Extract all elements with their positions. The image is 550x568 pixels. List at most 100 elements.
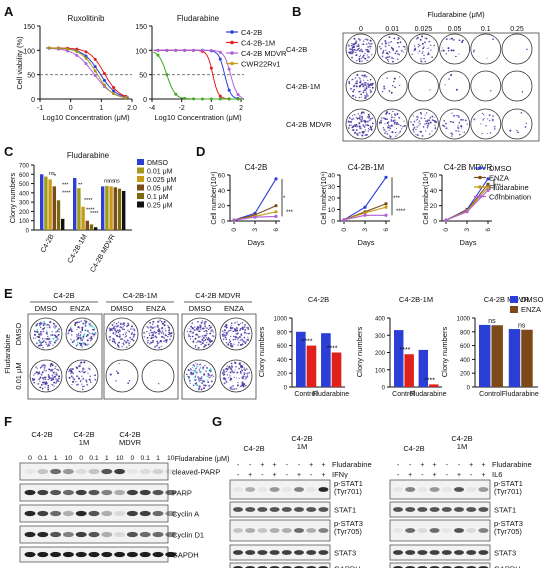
colony-dot [417, 46, 420, 48]
fit-curve [46, 47, 130, 98]
treatment-sign: + [321, 462, 325, 469]
protein-band [269, 528, 280, 533]
colony-dot [457, 115, 459, 117]
protein-band [37, 510, 49, 517]
protein-band [454, 550, 464, 555]
data-point [209, 48, 213, 52]
colony-dot [209, 327, 211, 330]
colony-dot [38, 336, 41, 339]
colony-dot [245, 385, 247, 387]
data-point [200, 48, 204, 52]
colony-dot [132, 339, 135, 342]
colony-dot [123, 324, 126, 327]
colony-dot [351, 44, 353, 47]
colony-dot [390, 91, 393, 94]
colony-dot [358, 59, 361, 62]
colony-dot [54, 327, 56, 329]
colony-dot [82, 322, 85, 325]
colony-dot [230, 362, 233, 365]
colony-dot [146, 325, 148, 327]
colony-dot [229, 335, 232, 338]
colony-dot [445, 127, 448, 130]
colony-dot [349, 87, 353, 90]
legend-marker [230, 30, 234, 34]
significance-label: **** [396, 209, 406, 215]
colony-dot [85, 335, 88, 338]
column-label: DMSO [35, 304, 58, 313]
colony-dot [245, 376, 248, 379]
colony-dot [236, 371, 239, 374]
colony-dot [459, 134, 461, 136]
protein-band [139, 489, 151, 496]
colony-dot [362, 91, 365, 94]
colony-dot [236, 327, 238, 330]
protein-band [429, 550, 440, 555]
colony-dot [164, 328, 166, 330]
colony-dot [76, 321, 79, 324]
colony-dot [493, 125, 496, 128]
colony-dot [227, 377, 230, 379]
colony-dot [364, 95, 366, 97]
colony-dot [40, 333, 43, 336]
colony-dot [207, 372, 209, 375]
colony-dot [192, 364, 195, 366]
data-point [486, 188, 490, 192]
colony-dot [74, 321, 77, 324]
y-tick-label: 50 [27, 73, 35, 80]
colony-dot [125, 340, 127, 343]
y-tick-label: 0 [331, 219, 335, 226]
colony-dot [393, 37, 396, 40]
colony-dot [86, 333, 89, 336]
treatment-sign: - [286, 462, 289, 469]
colony-dot [239, 327, 242, 330]
colony-dot [431, 119, 434, 121]
colony-dot [457, 130, 460, 132]
colony-dot [379, 47, 382, 50]
colony-dot [464, 119, 467, 122]
colony-dot [193, 329, 196, 332]
protein-band [417, 528, 428, 533]
colony-dot [399, 130, 402, 133]
colony-dot [455, 130, 457, 132]
colony-dot [244, 378, 247, 380]
data-point [218, 50, 222, 54]
colony-dot [39, 366, 42, 369]
colony-dot [434, 124, 436, 126]
side-label: Fludarabine [3, 334, 12, 374]
protein-band [75, 510, 87, 517]
colony-dot [418, 120, 421, 123]
colony-dot [165, 330, 167, 332]
colony-dot [229, 340, 232, 343]
y-tick-label: 600 [460, 344, 471, 350]
colony-dot [50, 379, 53, 382]
y-axis-label: Cell number(10⁴) [211, 171, 218, 224]
colony-dot [348, 124, 351, 127]
colony-dot [352, 94, 354, 97]
colony-dot [388, 112, 391, 115]
bar [331, 352, 342, 387]
colony-dot [48, 338, 50, 341]
colony-dot [196, 365, 198, 368]
colony-dot [81, 375, 83, 378]
treatment-sign: + [433, 462, 437, 469]
colony-dot [452, 121, 454, 124]
colony-dot [391, 46, 393, 49]
colony-dot [54, 334, 56, 337]
colony-dot [54, 373, 56, 375]
colony-dot [462, 118, 464, 121]
colony-dot [148, 332, 150, 334]
protein-band [126, 531, 138, 538]
colony-dot [82, 342, 85, 344]
colony-dot [210, 329, 213, 332]
colony-well-colonies [410, 112, 438, 137]
colony-dot [121, 346, 123, 348]
colony-dot [82, 368, 85, 370]
colony-dot [348, 52, 351, 54]
colony-dot [38, 339, 41, 342]
colony-dot [361, 131, 364, 134]
colony-dot [394, 131, 397, 134]
colony-dot [361, 50, 363, 52]
colony-dot [122, 342, 125, 345]
colony-dot [79, 363, 81, 365]
colony-dot [426, 47, 428, 49]
